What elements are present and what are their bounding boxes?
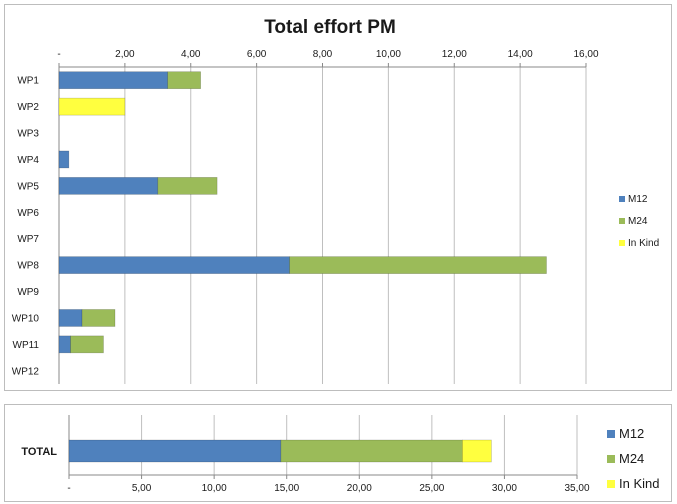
category-label-wp7: WP7 <box>17 234 39 245</box>
x-tick-label: 15,00 <box>274 483 299 494</box>
x-tick-label: 4,00 <box>181 49 201 60</box>
bar-total-m12 <box>68 439 282 463</box>
x-tick-label: - <box>67 483 70 494</box>
x-tick-label: 10,00 <box>202 483 227 494</box>
category-label-wp5: WP5 <box>17 181 39 192</box>
x-tick-label: 12,00 <box>442 49 467 60</box>
category-label-wp12: WP12 <box>12 366 40 377</box>
chart-title: Total effort PM <box>264 17 396 38</box>
category-label-wp10: WP10 <box>12 313 40 324</box>
legend-swatch-in-kind <box>607 480 615 488</box>
wp-effort-chart: Total effort PM - 2,00 4,00 6,00 8,00 10,00 12… <box>12 17 659 384</box>
category-label-wp2: WP2 <box>17 102 39 113</box>
x-tick-label: 20,00 <box>347 483 372 494</box>
bar-wp10-m24 <box>81 309 116 327</box>
bar-wp11-m12 <box>58 335 71 354</box>
bar-wp1-m24 <box>167 71 201 90</box>
legend-label-in-kind: In Kind <box>628 238 659 249</box>
bar-wp1-m12 <box>58 71 168 90</box>
bar-wp4-m12 <box>58 150 70 169</box>
total-effort-chart-panel: - 5,00 10,00 15,00 20,00 25,00 30,00 35,00 TOTAL… <box>4 404 672 502</box>
legend-label-m12: M12 <box>628 194 648 205</box>
x-tick-label: - <box>57 49 60 60</box>
x-tick-label: 14,00 <box>508 49 533 60</box>
bar-wp11-m24 <box>70 335 104 354</box>
bar-wp10-m12 <box>58 309 83 327</box>
wp-effort-chart-panel: Total effort PM - 2,00 4,00 6,00 8,00 10,00 12… <box>4 4 672 391</box>
category-label-wp9: WP9 <box>17 287 39 298</box>
category-label-wp3: WP3 <box>17 129 39 140</box>
bar-wp8-m12 <box>58 256 290 274</box>
total-effort-chart: - 5,00 10,00 15,00 20,00 25,00 30,00 35,00 TOTAL… <box>21 415 659 494</box>
x-tick-label: 25,00 <box>419 483 444 494</box>
bar-wp5-m12 <box>58 177 159 195</box>
bar-total-m24 <box>280 439 463 463</box>
bar-wp2-in-kind <box>58 97 126 116</box>
legend-swatch-m12 <box>607 430 615 438</box>
x-tick-label: 16,00 <box>573 49 598 60</box>
x-tick-label: 5,00 <box>132 483 152 494</box>
legend-label-m24: M24 <box>619 451 644 466</box>
x-tick-label: 30,00 <box>492 483 517 494</box>
category-label-wp4: WP4 <box>17 155 39 166</box>
bar-wp8-m24 <box>289 256 547 274</box>
category-label-total: TOTAL <box>21 446 57 458</box>
legend-swatch-m24 <box>619 218 625 224</box>
category-label-wp1: WP1 <box>17 76 39 87</box>
x-tick-label: 35,00 <box>564 483 589 494</box>
legend-swatch-m12 <box>619 196 625 202</box>
x-tick-label: 10,00 <box>376 49 401 60</box>
x-tick-label: 2,00 <box>115 49 135 60</box>
bar-total-in-kind <box>462 439 492 463</box>
legend-label-in-kind: In Kind <box>619 476 659 491</box>
legend-swatch-m24 <box>607 455 615 463</box>
legend-swatch-in-kind <box>619 240 625 246</box>
x-tick-label: 8,00 <box>313 49 333 60</box>
category-label-wp6: WP6 <box>17 208 39 219</box>
category-label-wp8: WP8 <box>17 261 39 272</box>
x-tick-label: 6,00 <box>247 49 267 60</box>
legend-label-m12: M12 <box>619 426 644 441</box>
bar-wp5-m24 <box>157 177 218 195</box>
legend-label-m24: M24 <box>628 216 648 227</box>
category-label-wp11: WP11 <box>13 340 40 351</box>
